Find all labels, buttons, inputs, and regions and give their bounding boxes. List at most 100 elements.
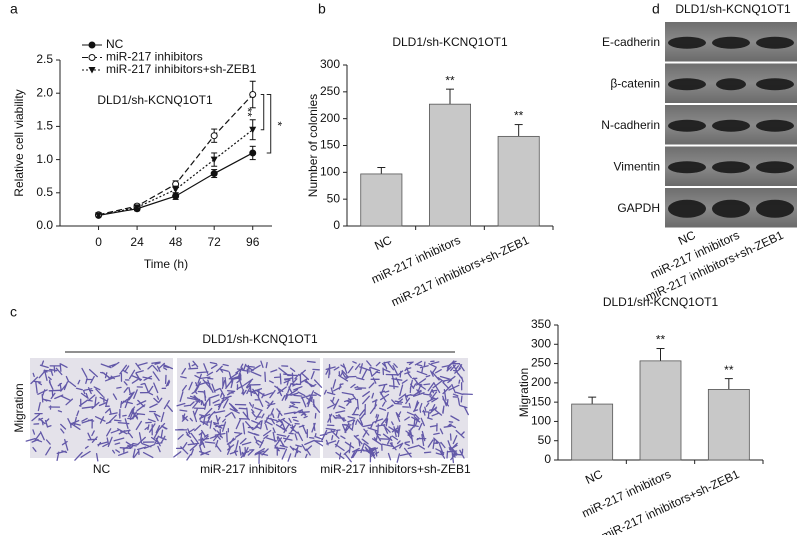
blot-band <box>668 36 706 49</box>
annotation: ** <box>724 363 734 377</box>
marker <box>133 204 141 211</box>
image-label: NC <box>93 462 111 476</box>
y-axis-label: Relative cell viability <box>12 89 26 196</box>
y-tick-label: 250 <box>531 356 551 370</box>
blot-band <box>756 78 794 91</box>
protein-label: GAPDH <box>617 201 660 215</box>
annotation: ** <box>445 73 455 87</box>
bar <box>707 389 750 461</box>
y-tick-label: 50 <box>327 191 341 205</box>
bar <box>639 360 682 461</box>
marker <box>249 91 257 99</box>
legend-marker <box>88 54 96 61</box>
y-axis-label: Migration <box>517 368 531 417</box>
image-title: DLD1/sh-KCNQ1OT1 <box>202 332 318 346</box>
micrograph <box>25 358 174 462</box>
blot-band <box>756 199 794 218</box>
blot-band <box>668 78 706 91</box>
annotation: ** <box>514 109 524 123</box>
y-tick-label: 100 <box>320 165 340 179</box>
y-axis-label: Number of colonies <box>306 94 320 197</box>
annotation: ** <box>656 333 666 347</box>
legend-label: NC <box>106 37 124 51</box>
image-label: miR-217 inhibitors+sh-ZEB1 <box>320 462 471 476</box>
blot-band <box>716 78 746 91</box>
bar <box>428 103 471 227</box>
micrograph-bg <box>30 358 173 458</box>
x-tick-label: 48 <box>169 235 183 249</box>
y-tick-label: 300 <box>531 336 551 350</box>
lane-label: NC <box>676 228 698 248</box>
x-tick-label: NC <box>372 233 394 253</box>
blot-band <box>712 161 750 174</box>
panel-label: a <box>10 1 18 17</box>
y-tick-label: 150 <box>320 138 340 152</box>
protein-label: Vimentin <box>614 159 660 173</box>
y-tick-label: 200 <box>531 375 551 389</box>
y-tick-label: 2.0 <box>36 85 53 99</box>
y-tick-label: 100 <box>531 414 551 428</box>
marker <box>249 149 257 157</box>
y-tick-label: 250 <box>320 84 340 98</box>
marker <box>210 170 218 178</box>
image-label: miR-217 inhibitors <box>200 462 297 476</box>
panel-label: c <box>10 304 17 320</box>
protein-label: E-cadherin <box>602 35 660 49</box>
blot-band <box>756 36 794 49</box>
protein-label: β-catenin <box>610 76 660 90</box>
row-label: Migration <box>12 383 26 432</box>
x-tick-label: 24 <box>130 235 144 249</box>
y-tick-label: 200 <box>320 111 340 125</box>
blot-band <box>712 36 750 49</box>
blot-band <box>668 161 706 174</box>
legend-label: miR-217 inhibitors+sh-ZEB1 <box>106 62 257 76</box>
legend-marker <box>88 54 96 61</box>
bar <box>571 403 614 461</box>
y-tick-label: 0.0 <box>36 218 53 232</box>
blot-band <box>756 161 794 174</box>
legend-marker <box>88 67 96 74</box>
cells <box>173 360 324 465</box>
legend-label: miR-217 inhibitors <box>106 50 203 64</box>
bracket <box>266 94 272 154</box>
x-axis-label: Time (h) <box>144 257 188 271</box>
y-tick-label: 1.5 <box>36 119 53 133</box>
y-tick-label: 300 <box>320 57 340 71</box>
micrograph <box>173 358 324 465</box>
x-tick-label: 72 <box>208 235 222 249</box>
blot-band <box>756 119 794 132</box>
legend-marker <box>88 41 96 49</box>
x-tick-label: 0 <box>95 235 102 249</box>
y-tick-label: 2.5 <box>36 52 53 66</box>
bar <box>360 173 403 227</box>
blot-band <box>712 119 750 132</box>
panel-label: d <box>652 1 660 17</box>
panel-label: b <box>318 1 326 17</box>
legend-marker <box>88 67 96 74</box>
bar <box>497 135 540 227</box>
y-tick-label: 50 <box>538 433 552 447</box>
marker <box>95 212 103 219</box>
y-tick-label: 0 <box>544 452 551 466</box>
chart-title: DLD1/sh-KCNQ1OT1 <box>392 35 508 49</box>
blot-band <box>712 199 750 218</box>
y-tick-label: 0.5 <box>36 185 53 199</box>
micrograph <box>319 358 473 464</box>
x-tick-label: 96 <box>246 235 260 249</box>
cells <box>319 360 473 464</box>
chart-title: DLD1/sh-KCNQ1OT1 <box>603 295 719 309</box>
y-tick-label: 1.0 <box>36 152 53 166</box>
y-tick-label: 0 <box>333 218 340 232</box>
marker <box>210 156 218 164</box>
series-line <box>98 129 254 216</box>
blot-band <box>668 199 706 218</box>
marker <box>210 132 218 140</box>
cells <box>25 360 174 462</box>
y-tick-label: 350 <box>531 317 551 331</box>
y-tick-label: 150 <box>531 394 551 408</box>
chart-title: DLD1/sh-KCNQ1OT1 <box>97 93 213 107</box>
x-tick-label: NC <box>583 467 605 487</box>
marker <box>172 186 180 193</box>
